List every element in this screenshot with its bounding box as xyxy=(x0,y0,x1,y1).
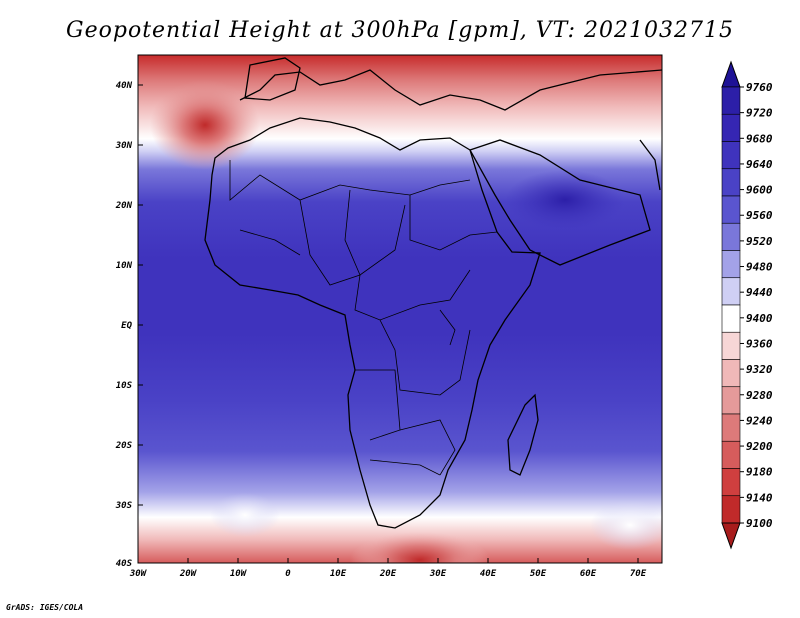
lat-label: 10S xyxy=(116,381,133,391)
madagascar xyxy=(507,393,539,476)
colorbar-swatch xyxy=(721,222,741,251)
coastlines xyxy=(204,57,662,529)
colorbar: 9760 9720 9680 9640 9600 9560 9520 9480 9440 9400… xyxy=(721,60,773,550)
colorbar-swatch xyxy=(721,386,741,415)
lon-label: 40E xyxy=(480,569,497,579)
ridge-white-sw xyxy=(210,493,280,537)
colorbar-label: 9100 xyxy=(746,517,773,530)
colorbar-swatch xyxy=(721,468,741,497)
colorbar-swatch xyxy=(721,331,741,360)
colorbar-label: 9600 xyxy=(746,184,773,197)
footer-credit: GrADS: IGES/COLA xyxy=(6,603,84,612)
colorbar-label: 9140 xyxy=(746,491,773,504)
lat-label: 20N xyxy=(115,201,133,211)
colorbar-arrow-bottom xyxy=(721,522,741,550)
colorbar-label: 9360 xyxy=(746,337,773,350)
colorbar-label: 9200 xyxy=(746,440,773,453)
lat-label: 40S xyxy=(116,559,133,569)
lon-label: 0 xyxy=(285,569,291,579)
colorbar-label: 9560 xyxy=(746,209,773,222)
high-arabia xyxy=(505,170,625,230)
colorbar-label: 9280 xyxy=(746,389,773,402)
colorbar-swatch xyxy=(721,495,741,524)
colorbar-swatch xyxy=(721,195,741,224)
colorbar-swatch xyxy=(721,359,741,388)
africa-coastline xyxy=(204,117,541,529)
colorbar-swatch xyxy=(721,440,741,469)
lon-label: 10E xyxy=(330,569,347,579)
lon-label: 70E xyxy=(630,569,647,579)
colorbar-label: 9480 xyxy=(746,261,773,274)
lon-label: 30E xyxy=(429,569,447,579)
colorbar-swatch xyxy=(721,250,741,279)
map-frame xyxy=(137,54,663,564)
colorbar-label: 9760 xyxy=(746,81,773,94)
lon-label: 30W xyxy=(129,569,148,579)
colorbar-label: 9320 xyxy=(746,363,773,376)
colorbar-label: 9520 xyxy=(746,235,773,248)
colorbar-swatch xyxy=(721,277,741,306)
colorbar-label: 9720 xyxy=(746,107,773,120)
lat-label: EQ xyxy=(121,321,132,331)
lat-axis: 40N 30N 20N 10N EQ 10S 20S 30S 40S xyxy=(115,81,143,569)
colorbar-swatch xyxy=(721,86,741,115)
arabian-peninsula xyxy=(469,139,651,266)
lat-label: 20S xyxy=(115,441,133,451)
colorbar-label: 9400 xyxy=(746,312,773,325)
ridge-white-se xyxy=(590,500,662,550)
lon-axis: 30W 20W 10W 0 10E 20E 30E 40E 50E 60E 70… xyxy=(129,558,647,579)
lon-label: 60E xyxy=(580,569,597,579)
colorbar-swatch xyxy=(721,141,741,170)
colorbar-label: 9440 xyxy=(746,286,773,299)
colorbar-arrow-top xyxy=(721,60,741,88)
height-field xyxy=(138,55,662,563)
cutoff-low-atlantic xyxy=(150,80,260,170)
trough-south xyxy=(350,532,490,563)
colorbar-label: 9680 xyxy=(746,132,773,145)
iberia xyxy=(244,57,301,101)
colorbar-label: 9240 xyxy=(746,414,773,427)
colorbar-label: 9180 xyxy=(746,466,773,479)
europe-coast xyxy=(239,69,662,111)
colorbar-label: 9640 xyxy=(746,158,773,171)
lon-label: 50E xyxy=(530,569,547,579)
country-borders xyxy=(229,160,498,476)
india-coast xyxy=(639,139,661,191)
lat-label: 30S xyxy=(115,501,133,511)
lat-label: 30N xyxy=(115,141,133,151)
chart-title: Geopotential Height at 300hPa [gpm], VT:… xyxy=(66,18,734,43)
colorbar-swatch xyxy=(721,168,741,197)
lat-label: 10N xyxy=(116,261,133,271)
colorbar-swatch xyxy=(721,413,741,442)
colorbar-swatch xyxy=(721,113,741,142)
lon-label: 20W xyxy=(179,569,198,579)
lat-label: 40N xyxy=(116,81,133,91)
colorbar-swatch xyxy=(721,304,741,333)
lon-label: 20E xyxy=(379,569,397,579)
lon-label: 10W xyxy=(230,569,248,579)
